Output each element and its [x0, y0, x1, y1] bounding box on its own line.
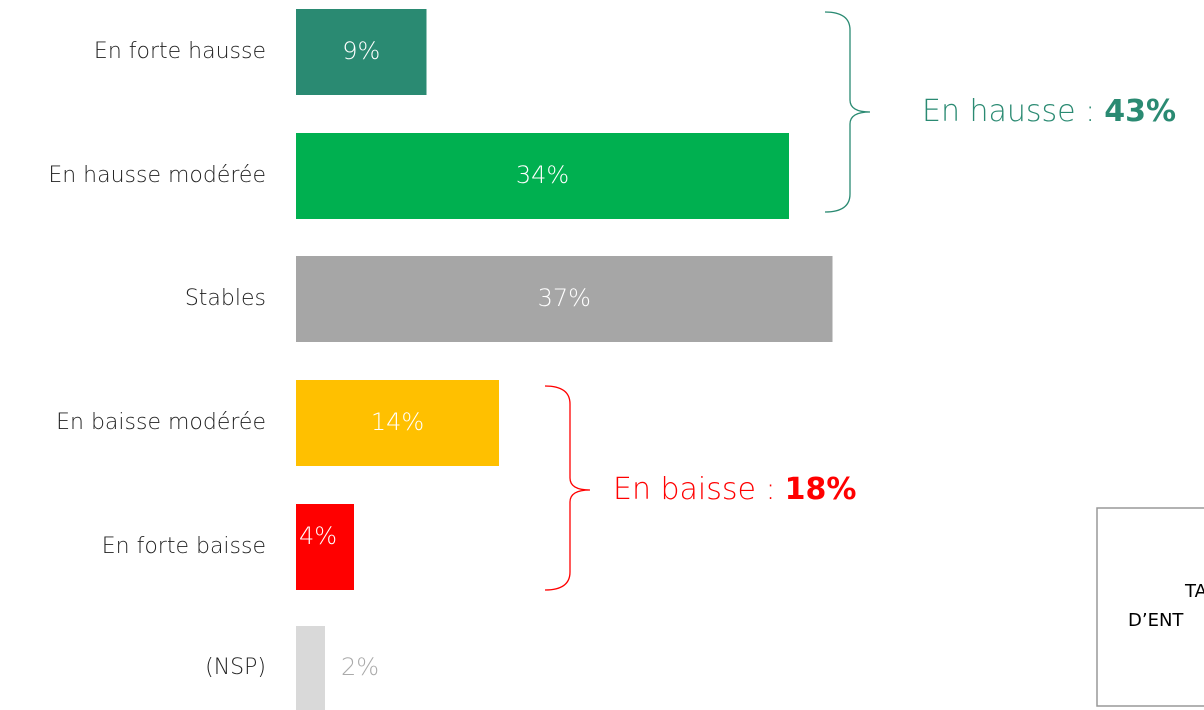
category-label: En baisse modérée	[56, 410, 266, 435]
category-label: En hausse modérée	[48, 163, 266, 188]
annotation: En hausse : 43%	[922, 94, 1176, 129]
bar	[296, 380, 499, 466]
bracket-down	[544, 385, 591, 591]
bar	[296, 504, 354, 590]
annotation-value: 18%	[785, 472, 857, 507]
annotation-value: 43%	[1104, 94, 1176, 129]
bracket-up	[824, 11, 871, 213]
bar	[296, 256, 833, 342]
value-label: 2%	[341, 653, 379, 681]
side-box-line: TA	[1184, 581, 1204, 602]
annotation: En baisse : 18%	[613, 472, 856, 507]
category-label: En forte hausse	[94, 39, 266, 64]
value-label: 37%	[538, 284, 591, 312]
annotation-text: En baisse :	[613, 472, 776, 507]
value-label: 4%	[299, 522, 337, 550]
side-box	[1096, 507, 1204, 707]
value-label: 9%	[342, 37, 380, 65]
side-box-line: D’ENT	[1128, 610, 1184, 631]
value-label: 34%	[516, 161, 569, 189]
category-label: En forte baisse	[102, 534, 266, 559]
bar	[296, 9, 427, 95]
category-label: (NSP)	[205, 655, 266, 680]
value-label: 14%	[371, 408, 424, 436]
bar	[296, 133, 789, 219]
bar	[296, 626, 325, 710]
annotation-text: En hausse :	[922, 94, 1095, 129]
category-label: Stables	[185, 286, 266, 311]
